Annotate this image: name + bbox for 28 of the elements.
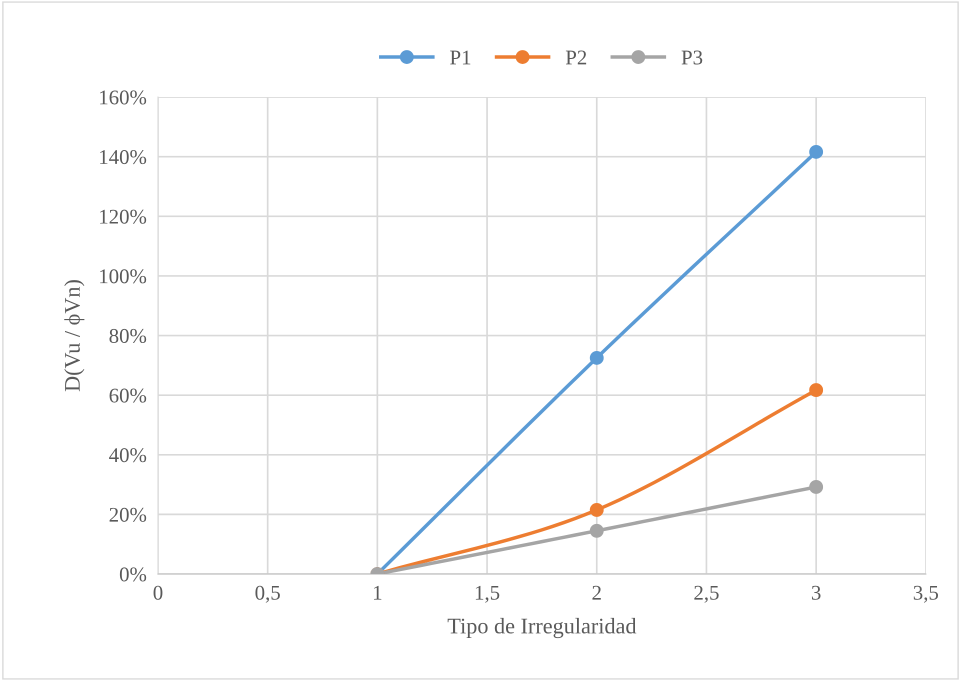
legend-label: P3 <box>682 50 702 65</box>
y-tick-label: 160% <box>100 90 146 105</box>
point <box>590 502 604 517</box>
point <box>590 524 604 538</box>
y-tick-label: 80% <box>109 328 146 344</box>
x-tick-label: 0 <box>154 586 162 600</box>
y-tick-label: 100% <box>100 269 146 284</box>
point <box>809 480 824 494</box>
x-tick-label: 1 <box>374 586 382 600</box>
point <box>809 383 824 398</box>
point <box>809 144 824 159</box>
point <box>590 350 604 365</box>
x-tick-label: 2,5 <box>694 586 719 603</box>
legend-label: P2 <box>566 50 586 64</box>
x-tick-label: 2 <box>592 586 601 600</box>
y-tick-label: 120% <box>100 210 146 224</box>
y-tick-label: 140% <box>100 150 146 164</box>
y-tick-label: 60% <box>110 388 146 403</box>
x-axis-title: Tipo de Irregularidad <box>448 618 636 638</box>
legend-label: P1 <box>450 50 470 64</box>
x-tick-label: 1,5 <box>476 586 500 603</box>
y-tick-label: 40% <box>109 448 146 462</box>
y-tick-label: 20% <box>110 508 146 522</box>
y-tick-label: 0% <box>120 567 146 582</box>
y-axis-title: D(Vu / ϕVn) <box>64 280 84 392</box>
x-tick-label: 3 <box>812 586 821 600</box>
x-tick-label: 0,5 <box>255 586 280 603</box>
x-tick-label: 3,5 <box>914 586 938 603</box>
